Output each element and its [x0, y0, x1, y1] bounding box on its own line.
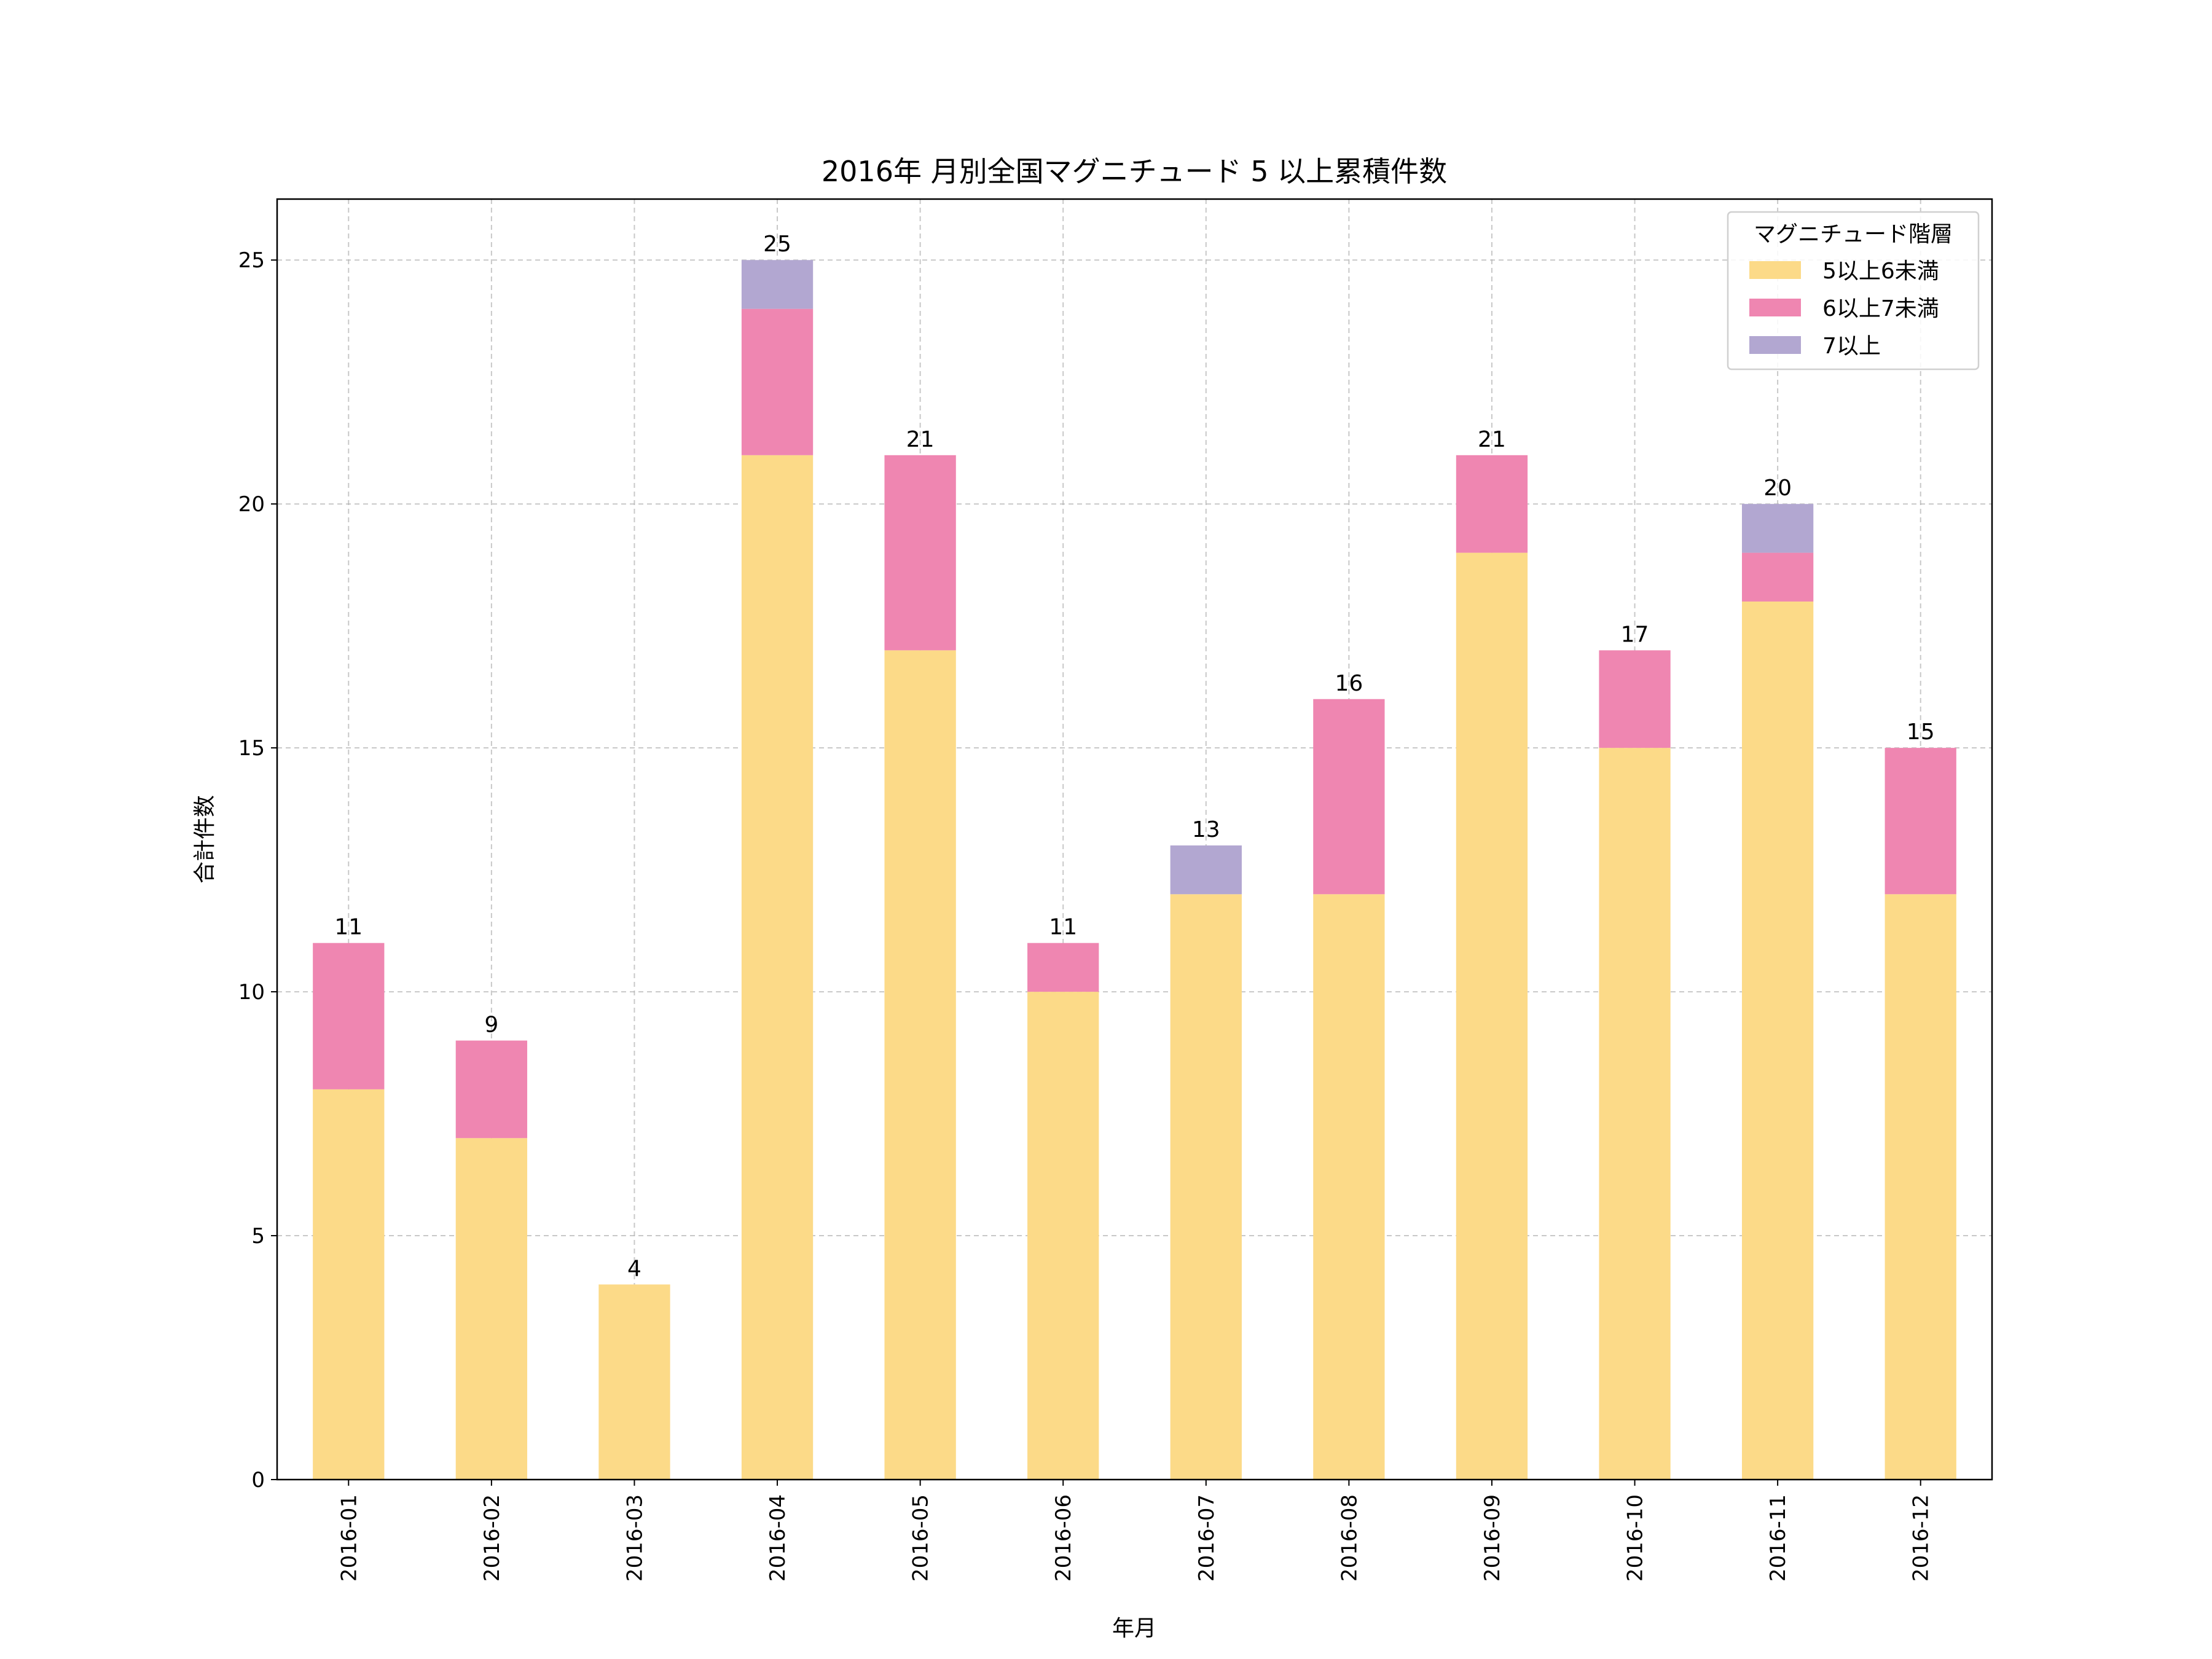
x-tick-label: 2016-08 [1337, 1494, 1362, 1582]
bar-segment [598, 1284, 670, 1480]
data-label: 15 [1907, 720, 1935, 745]
data-label: 21 [1478, 427, 1506, 452]
y-tick-label: 25 [238, 248, 265, 273]
x-tick-label: 2016-07 [1194, 1494, 1219, 1582]
data-label: 11 [334, 915, 363, 940]
legend-entry: 6以上7未満 [1822, 296, 1939, 321]
x-tick-label: 2016-10 [1623, 1494, 1648, 1582]
bar-segment [313, 943, 385, 1089]
y-tick-label: 15 [238, 736, 265, 761]
legend-entry: 5以上6未満 [1822, 259, 1939, 284]
bar-segment [1599, 748, 1671, 1480]
bar-segment [1885, 894, 1956, 1480]
x-tick-label: 2016-05 [909, 1494, 933, 1582]
bars [313, 260, 1956, 1480]
legend-box [1727, 211, 1980, 371]
x-tick-label: 2016-06 [1051, 1494, 1076, 1582]
data-label: 4 [627, 1256, 641, 1281]
y-tick-label: 20 [238, 492, 265, 517]
x-tick-label: 2016-12 [1909, 1494, 1934, 1582]
x-tick-label: 2016-09 [1480, 1494, 1505, 1582]
y-tick-label: 10 [238, 980, 265, 1005]
y-axis-label: 合計件数 [192, 795, 218, 884]
bar-segment [1456, 552, 1528, 1480]
data-labels: 11 9 4 25 21 11 13 16 21 17 20 15 [334, 232, 1934, 1281]
data-label: 13 [1192, 817, 1220, 842]
legend-swatch [1749, 261, 1801, 279]
x-tick-label: 2016-03 [622, 1494, 647, 1582]
x-tick-label: 2016-11 [1766, 1494, 1790, 1582]
data-label: 9 [484, 1012, 498, 1037]
bar-segment [1027, 992, 1099, 1480]
legend: マグニチュード階層 5以上6未満 6以上7未満 7以上 [1727, 211, 1980, 371]
bar-segment [741, 455, 814, 1480]
bar-segment [884, 650, 956, 1480]
x-tick-label: 2016-01 [337, 1494, 361, 1582]
data-label: 21 [906, 427, 935, 452]
bar-segment [1313, 894, 1385, 1480]
y-tick-label: 0 [251, 1468, 265, 1492]
bar-segment [884, 455, 956, 651]
bar-segment [1027, 943, 1099, 992]
legend-swatch [1749, 299, 1801, 316]
bar-segment [1313, 699, 1385, 895]
data-label: 20 [1763, 476, 1792, 501]
plot-frame [276, 198, 1993, 1481]
bar-segment [455, 1138, 528, 1480]
x-axis: 2016-01 2016-02 2016-03 2016-04 2016-05 2016-… [337, 1480, 1934, 1582]
bar-segment [313, 1089, 385, 1480]
bar-segment [741, 260, 814, 309]
data-label: 25 [763, 232, 791, 257]
data-label: 17 [1621, 622, 1649, 647]
y-tick-label: 5 [251, 1224, 265, 1249]
chart-title: 2016年 月別全国マグニチュード 5 以上累積件数 [822, 155, 1447, 188]
grid [277, 199, 1992, 1480]
bar-segment [741, 308, 814, 455]
data-label: 16 [1335, 671, 1363, 696]
bar-segment [1599, 650, 1671, 748]
x-axis-label: 年月 [1112, 1616, 1156, 1641]
legend-swatch [1749, 336, 1801, 354]
bar-segment [1741, 601, 1814, 1480]
bar-segment [1741, 552, 1814, 602]
legend-entry: 7以上 [1822, 334, 1881, 359]
x-tick-label: 2016-04 [766, 1494, 790, 1582]
bar-segment [1885, 748, 1956, 895]
y-axis: 0 5 10 15 20 25 [238, 248, 277, 1492]
x-tick-label: 2016-02 [480, 1494, 504, 1582]
bar-segment [1456, 455, 1528, 553]
data-label: 11 [1049, 915, 1077, 940]
legend-title: マグニチュード階層 [1754, 222, 1953, 247]
bar-segment [455, 1040, 528, 1139]
bar-segment [1170, 845, 1242, 895]
bar-segment [1741, 504, 1814, 553]
bar-segment [1170, 894, 1242, 1480]
